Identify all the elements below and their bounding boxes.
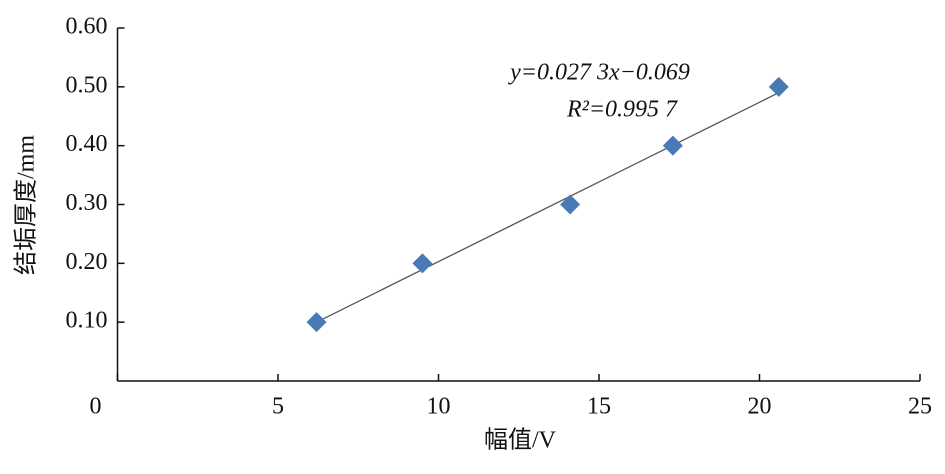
y-axis-label: 结垢厚度/mm [13, 135, 40, 275]
equation: y=0.027 3x−0.069 [508, 60, 690, 86]
data-point [662, 135, 683, 156]
y-tick-label: 0.60 [66, 14, 108, 40]
data-point [768, 76, 789, 97]
y-tick-label: 0.30 [66, 190, 108, 216]
x-tick-label: 15 [587, 394, 611, 420]
y-tick-label: 0.20 [66, 249, 108, 275]
y-tick-label: 0.40 [66, 131, 108, 157]
x-tick-label: 0 [90, 394, 102, 420]
data-point [560, 194, 581, 215]
x-tick-label: 5 [272, 394, 284, 420]
y-tick-label: 0.50 [66, 72, 108, 98]
trendline [316, 92, 780, 323]
x-tick-label: 25 [908, 394, 932, 420]
r-squared: R²=0.995 7 [566, 97, 678, 123]
data-point [412, 253, 433, 274]
y-tick-label: 0.10 [66, 308, 108, 334]
x-tick-label: 20 [748, 394, 772, 420]
data-point [306, 312, 327, 333]
x-axis-label: 幅值/V [484, 427, 557, 454]
x-tick-label: 10 [427, 394, 451, 420]
